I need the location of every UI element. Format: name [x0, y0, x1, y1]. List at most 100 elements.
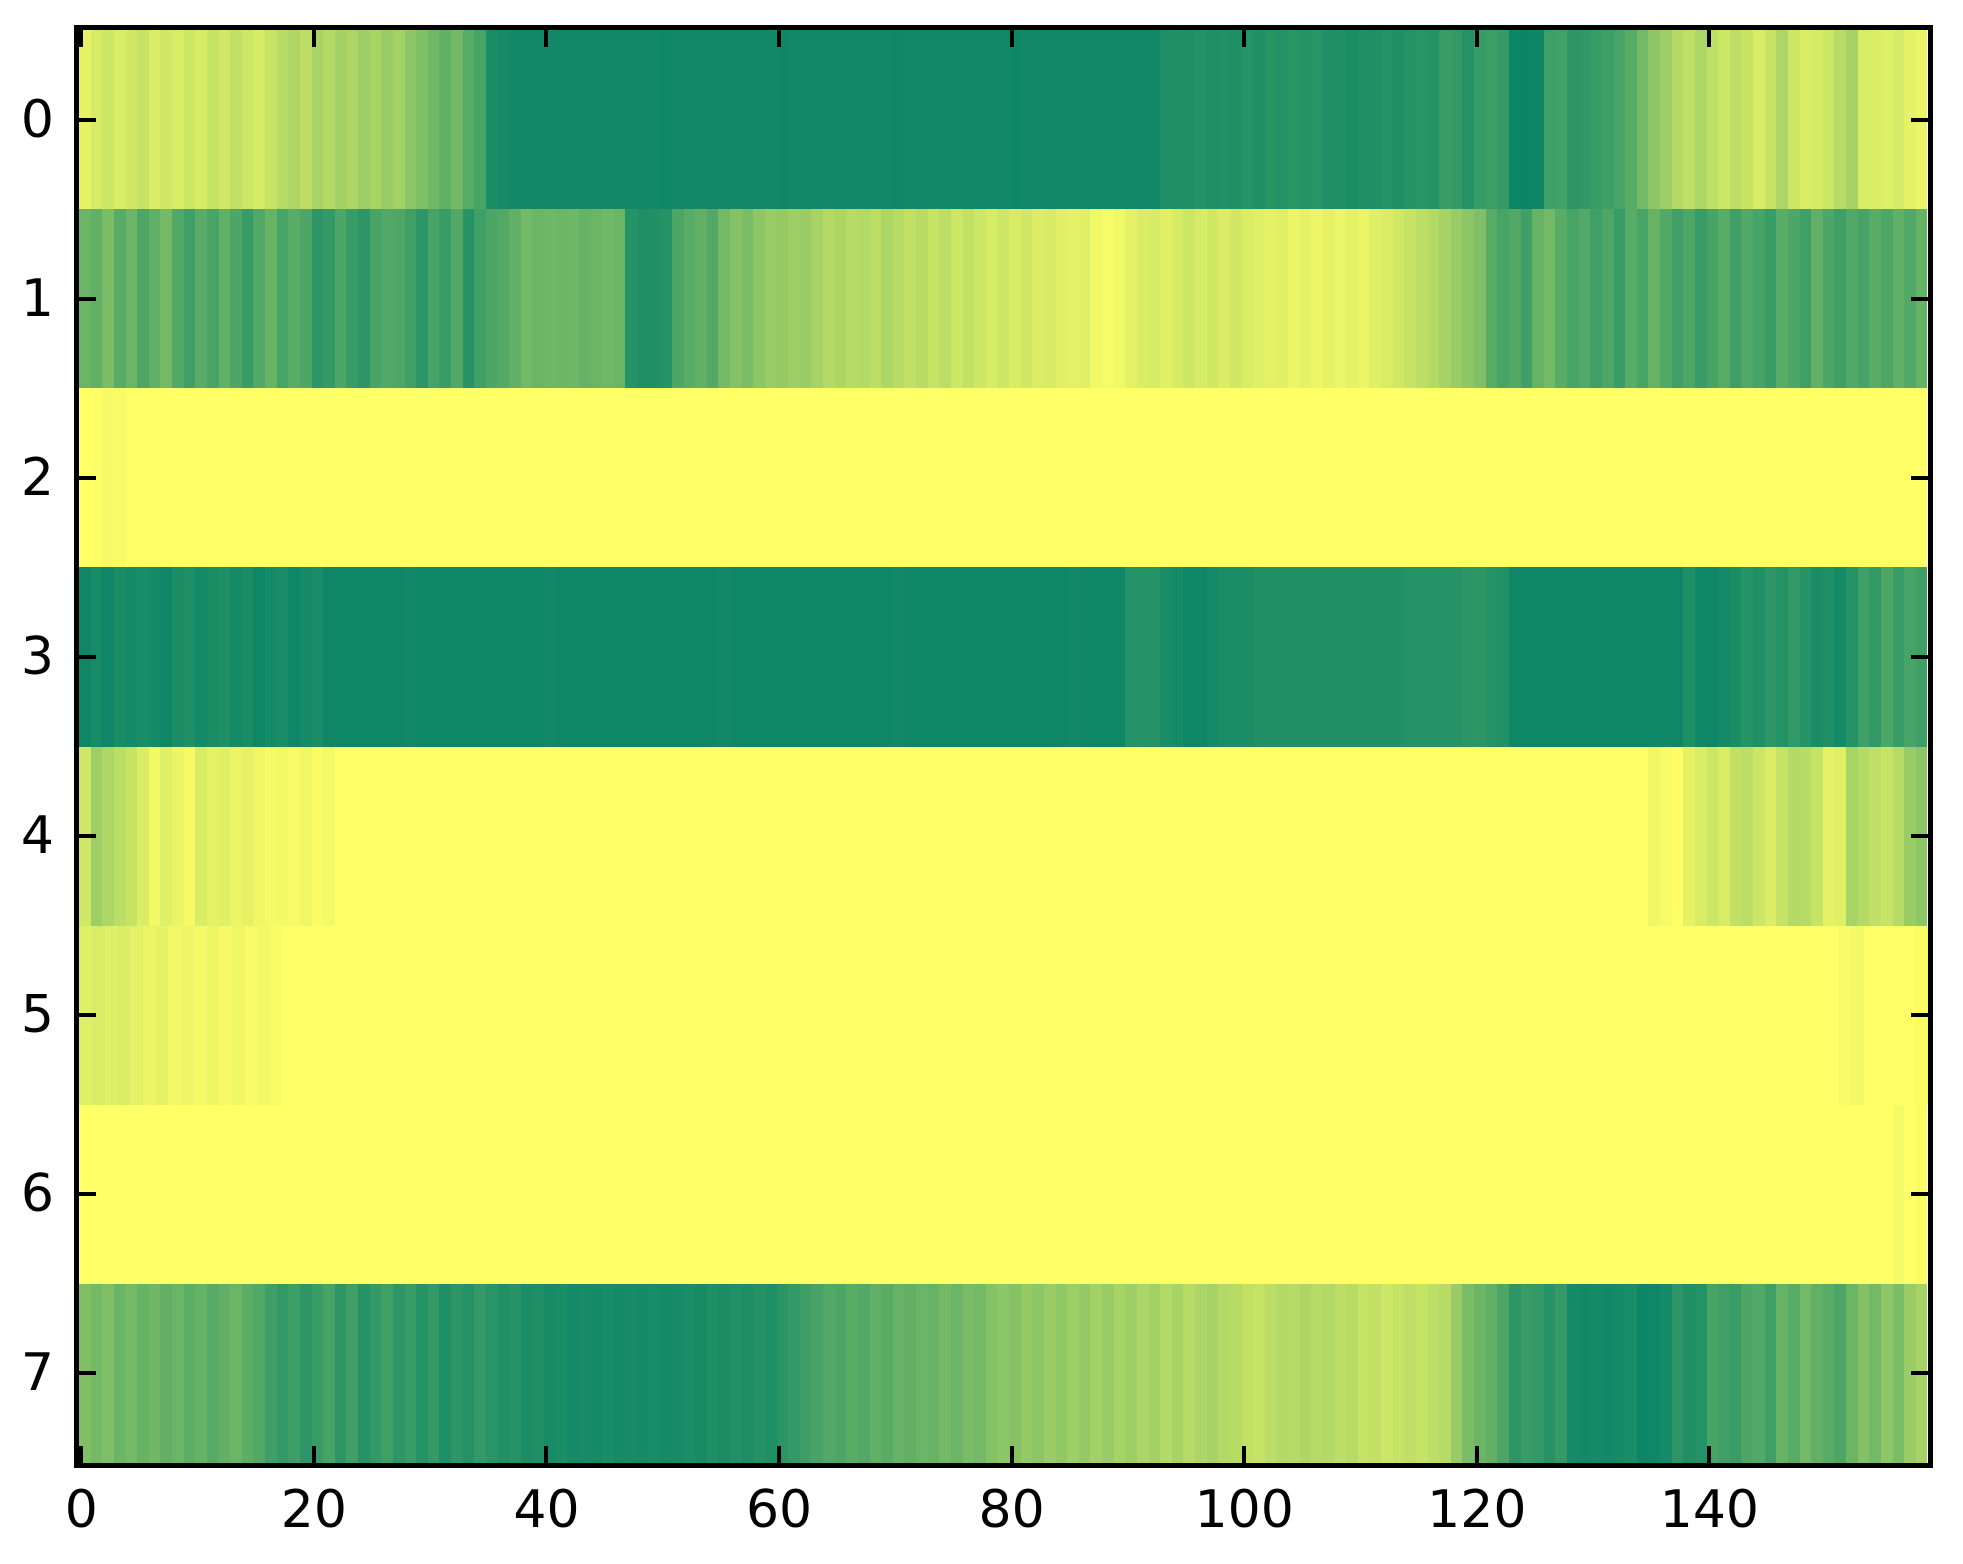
heatmap-cell: [997, 925, 1010, 1105]
heatmap-cell: [857, 746, 870, 926]
heatmap-cell: [1799, 746, 1812, 926]
heatmap-cell: [1567, 567, 1579, 747]
heatmap-cell: [1252, 925, 1265, 1105]
heatmap-cell: [117, 925, 130, 1105]
heatmap-cell: [1183, 1104, 1195, 1284]
heatmap-cell: [788, 567, 800, 747]
heatmap-cell: [1392, 925, 1405, 1105]
heatmap-cell: [1009, 1104, 1021, 1284]
heatmap-cell: [427, 1283, 440, 1463]
heatmap-cell: [308, 925, 322, 1105]
heatmap-cell: [1086, 925, 1099, 1105]
heatmap-cell: [1892, 30, 1905, 210]
heatmap-cell: [590, 1104, 603, 1284]
heatmap-cell: [1904, 1283, 1916, 1463]
heatmap-cell: [416, 388, 428, 568]
heatmap-cell: [206, 30, 219, 210]
heatmap-cell: [1113, 1283, 1126, 1463]
heatmap-cell: [652, 925, 666, 1105]
heatmap-cell: [1787, 925, 1801, 1105]
heatmap-cell: [1241, 209, 1254, 389]
heatmap-cell: [590, 209, 603, 389]
heatmap-cell: [1334, 1104, 1347, 1284]
heatmap-cell: [706, 567, 719, 747]
heatmap-cell: [276, 209, 289, 389]
heatmap-cell: [219, 925, 232, 1105]
heatmap-cell: [1787, 209, 1800, 389]
heatmap-cell: [718, 30, 730, 210]
heatmap-cell: [532, 746, 544, 926]
heatmap-cell: [427, 567, 440, 747]
heatmap-cell: [1136, 209, 1149, 389]
heatmap-cell: [613, 388, 626, 568]
heatmap-cell: [844, 925, 857, 1105]
heatmap-cell: [1334, 30, 1347, 210]
heatmap-cell: [265, 1104, 277, 1284]
heatmap-cell: [1532, 567, 1544, 747]
heatmap-cell: [1636, 209, 1649, 389]
heatmap-cell: [276, 1104, 289, 1284]
heatmap-cell: [1415, 746, 1428, 926]
heatmap-cell: [155, 925, 169, 1105]
heatmap-cell: [1647, 925, 1660, 1105]
heatmap-cell: [241, 209, 254, 389]
heatmap-cell: [1055, 1104, 1068, 1284]
heatmap-cell: [933, 925, 946, 1105]
heatmap-cell: [1555, 388, 1567, 568]
heatmap-cell: [555, 209, 568, 389]
heatmap-cell: [1718, 1283, 1730, 1463]
heatmap-cell: [1160, 209, 1172, 389]
heatmap-cell: [881, 209, 893, 389]
heatmap-cell: [1857, 567, 1870, 747]
heatmap-cell: [485, 746, 498, 926]
heatmap-cell: [869, 209, 882, 389]
heatmap-cell: [1729, 746, 1742, 926]
heatmap-cell: [1299, 209, 1312, 389]
heatmap-cell: [311, 1104, 324, 1284]
heatmap-cell: [1485, 567, 1498, 747]
heatmap-cell: [1846, 209, 1858, 389]
heatmap-cell: [1334, 388, 1347, 568]
heatmap-cell: [1590, 388, 1602, 568]
heatmap-cell: [1288, 1104, 1300, 1284]
heatmap-cell: [1694, 209, 1707, 389]
heatmap-cell: [125, 567, 138, 747]
heatmap-cell: [1698, 925, 1711, 1105]
heatmap-cell: [1876, 925, 1890, 1105]
heatmap-cell: [1601, 1104, 1614, 1284]
heatmap-cell: [1450, 1104, 1463, 1284]
heatmap-cell: [1322, 1104, 1335, 1284]
heatmap-cell: [1834, 30, 1846, 210]
heatmap-cell: [1834, 1104, 1846, 1284]
heatmap-cell: [1567, 1104, 1579, 1284]
heatmap-cell: [1439, 746, 1451, 926]
heatmap-cell: [1543, 1283, 1556, 1463]
heatmap-cell: [1578, 567, 1591, 747]
heatmap-cell: [1009, 30, 1021, 210]
heatmap-cell: [439, 567, 451, 747]
heatmap-cell: [974, 209, 986, 389]
heatmap-cell: [683, 30, 696, 210]
heatmap-cell: [578, 567, 591, 747]
heatmap-cell: [137, 209, 149, 389]
heatmap-cell: [660, 209, 672, 389]
heatmap-cell: [1276, 209, 1288, 389]
heatmap-cell: [741, 388, 754, 568]
heatmap-cell: [1160, 30, 1172, 210]
heatmap-cell: [1787, 746, 1800, 926]
heatmap-cell: [1078, 388, 1091, 568]
heatmap-cell: [241, 746, 254, 926]
heatmap-cell: [1671, 567, 1684, 747]
heatmap-cell: [381, 567, 393, 747]
heatmap-cell: [1264, 30, 1277, 210]
heatmap-cell: [613, 1283, 626, 1463]
heatmap-cell: [648, 388, 661, 568]
heatmap-cell: [834, 209, 847, 389]
heatmap-cell: [1543, 388, 1556, 568]
heatmap-cell: [1392, 1283, 1405, 1463]
heatmap-cell: [323, 567, 335, 747]
heatmap-cell: [1264, 388, 1277, 568]
heatmap-cell: [1206, 746, 1219, 926]
x-axis-tick: [777, 30, 782, 47]
heatmap-cell: [497, 746, 510, 926]
